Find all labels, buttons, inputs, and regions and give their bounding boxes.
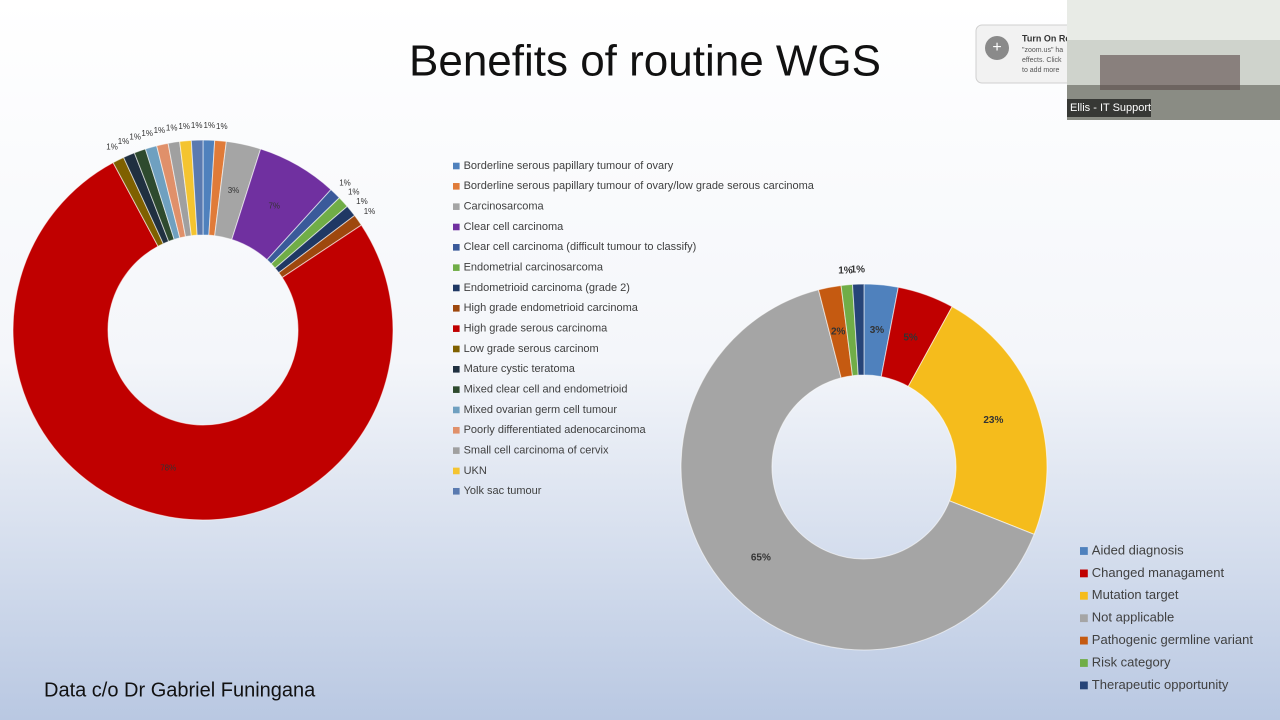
legend-swatch (453, 366, 460, 373)
legend-label: High grade endometrioid carcinoma (464, 302, 639, 314)
legend-label: Changed managament (1092, 565, 1225, 580)
legend-label: Mixed ovarian germ cell tumour (464, 404, 618, 416)
legend-swatch (453, 447, 460, 454)
legend-swatch (453, 203, 460, 210)
data-label: 1% (364, 207, 376, 216)
legend-label: Mutation target (1092, 587, 1179, 602)
legend-label: Not applicable (1092, 610, 1174, 625)
data-label: 1% (118, 137, 130, 146)
legend-swatch (453, 244, 460, 251)
data-label: 1% (838, 266, 853, 277)
data-label: 2% (831, 327, 846, 338)
legend-swatch (1080, 547, 1088, 555)
legend-label: High grade serous carcinoma (464, 323, 609, 335)
donut-slice (851, 283, 865, 376)
data-label: 3% (870, 325, 885, 336)
data-label: 1% (851, 265, 866, 276)
data-label: 1% (339, 179, 351, 188)
legend-swatch (453, 467, 460, 475)
video-name-bg (1067, 99, 1151, 117)
legend-swatch (453, 284, 460, 292)
video-name: Ellis - IT Support (1070, 102, 1151, 114)
data-label: 1% (166, 124, 178, 133)
video-tile[interactable]: Ellis - IT Support (1067, 0, 1280, 120)
data-label: 1% (348, 188, 360, 197)
data-label: 1% (129, 133, 141, 142)
legend-swatch (453, 325, 460, 332)
notice-line: effects. Click (1022, 57, 1062, 64)
legend-swatch (453, 386, 460, 393)
data-label: 1% (356, 197, 368, 206)
legend-label: Mature cystic teratoma (464, 363, 576, 375)
notice-icon-plus: + (992, 39, 1001, 56)
legend-swatch (453, 487, 460, 495)
data-label: 3% (228, 186, 240, 195)
legend-label: Endometrial carcinosarcoma (464, 262, 604, 274)
legend-label: Poorly differentiated adenocarcinoma (464, 424, 647, 436)
data-label: 1% (106, 142, 118, 151)
legend-label: Carcinosarcoma (464, 201, 545, 213)
data-label: 7% (268, 202, 280, 211)
video-ceiling (1067, 0, 1280, 40)
legend-label: Aided diagnosis (1092, 542, 1184, 557)
donut-slice (680, 289, 1035, 651)
notice-line: to add more (1022, 67, 1059, 74)
legend-label: Yolk sac tumour (464, 485, 542, 497)
notice-icon (985, 36, 1009, 60)
video-people (1100, 55, 1240, 90)
legend-swatch (1080, 591, 1088, 600)
legend-label: Small cell carcinoma of cervix (464, 445, 609, 457)
data-label: 78% (160, 463, 176, 472)
data-label: 5% (903, 332, 918, 343)
data-label: 65% (751, 553, 771, 564)
data-label: 1% (216, 122, 228, 131)
slide-title: Benefits of routine WGS (409, 37, 881, 86)
legend-label: UKN (464, 465, 487, 477)
legend-label: Clear cell carcinoma (464, 221, 565, 233)
legend-swatch (1080, 659, 1088, 667)
legend-label: Low grade serous carcinom (464, 343, 599, 355)
data-label: 1% (204, 121, 216, 130)
notice-line: "zoom.us" ha (1022, 47, 1063, 54)
donut-slice (190, 139, 204, 236)
donut-slice (12, 161, 394, 521)
data-label: 23% (983, 415, 1003, 426)
data-label: 1% (178, 122, 190, 131)
legend-swatch (1080, 636, 1088, 645)
legend-swatch (453, 345, 460, 353)
footer: Data c/o Dr Gabriel Funingana (44, 679, 316, 701)
legend-swatch (453, 162, 460, 170)
legend-swatch (453, 183, 460, 190)
legend-label: Risk category (1092, 654, 1171, 669)
legend-label: Borderline serous papillary tumour of ov… (464, 160, 674, 172)
legend-swatch (453, 223, 460, 231)
data-label: 1% (154, 126, 166, 135)
legend-swatch (1080, 681, 1088, 690)
legend-label: Clear cell carcinoma (difficult tumour t… (464, 241, 697, 253)
legend-swatch (453, 264, 460, 271)
notice-heading: Turn On Re (1022, 33, 1070, 43)
legend-label: Borderline serous papillary tumour of ov… (464, 180, 815, 192)
donut-slice (907, 305, 1048, 536)
legend-swatch (453, 305, 460, 312)
legend-label: Mixed clear cell and endometrioid (464, 384, 628, 396)
legend-swatch (453, 406, 460, 414)
legend-swatch (1080, 569, 1088, 578)
legend-swatch (453, 426, 460, 434)
legend-label: Therapeutic opportunity (1092, 677, 1229, 692)
legend-swatch (1080, 614, 1088, 623)
data-label: 1% (191, 121, 203, 130)
data-label: 1% (141, 129, 153, 138)
zoom-notice[interactable]: + Turn On Re "zoom.us" ha effects. Click… (975, 24, 1081, 84)
legend-label: Pathogenic germline variant (1092, 632, 1254, 647)
legend-label: Endometrioid carcinoma (grade 2) (464, 282, 630, 294)
